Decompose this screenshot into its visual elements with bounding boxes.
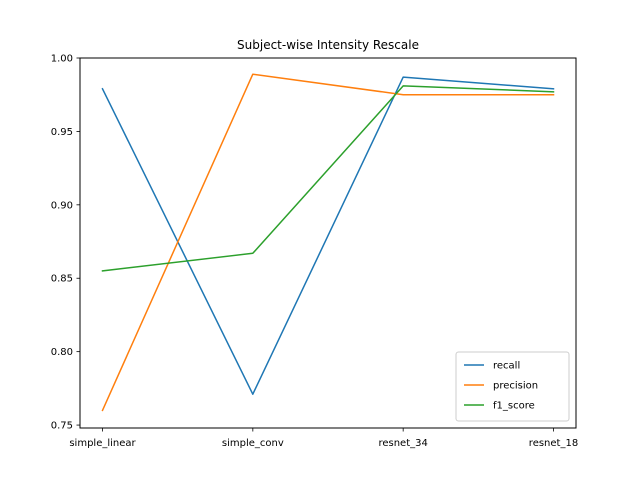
series-line-f1-score: [101, 85, 555, 272]
y-tick-label: 0.95: [51, 127, 73, 138]
series-line-recall: [101, 76, 555, 395]
legend-box: [455, 351, 570, 422]
x-tick-label: resnet_34: [378, 438, 427, 449]
plot-area-frame: [79, 57, 577, 429]
x-tick-label: resnet_18: [529, 438, 578, 449]
y-tick-label: 0.80: [51, 347, 73, 358]
legend-label: recall: [493, 361, 520, 372]
x-axis: simple_linear simple_conv resnet_34 resnet_…: [69, 428, 578, 449]
y-tick-label: 0.75: [51, 421, 73, 432]
legend-label: f1_score: [493, 401, 535, 412]
y-tick-label: 1.00: [51, 54, 73, 65]
y-tick-label: 0.90: [51, 200, 73, 211]
series-line-precision: [101, 73, 555, 412]
x-tick-label: simple_linear: [69, 438, 136, 449]
y-axis: 0.75 0.80 0.85 0.90 0.95 1.00: [51, 54, 80, 432]
legend-label: precision: [493, 381, 538, 392]
series-lines: [101, 73, 555, 412]
legend: recall precision f1_score: [455, 351, 570, 422]
x-tick-label: simple_conv: [222, 438, 284, 449]
y-tick-label: 0.85: [51, 274, 73, 285]
chart-title: Subject-wise Intensity Rescale: [237, 38, 419, 52]
